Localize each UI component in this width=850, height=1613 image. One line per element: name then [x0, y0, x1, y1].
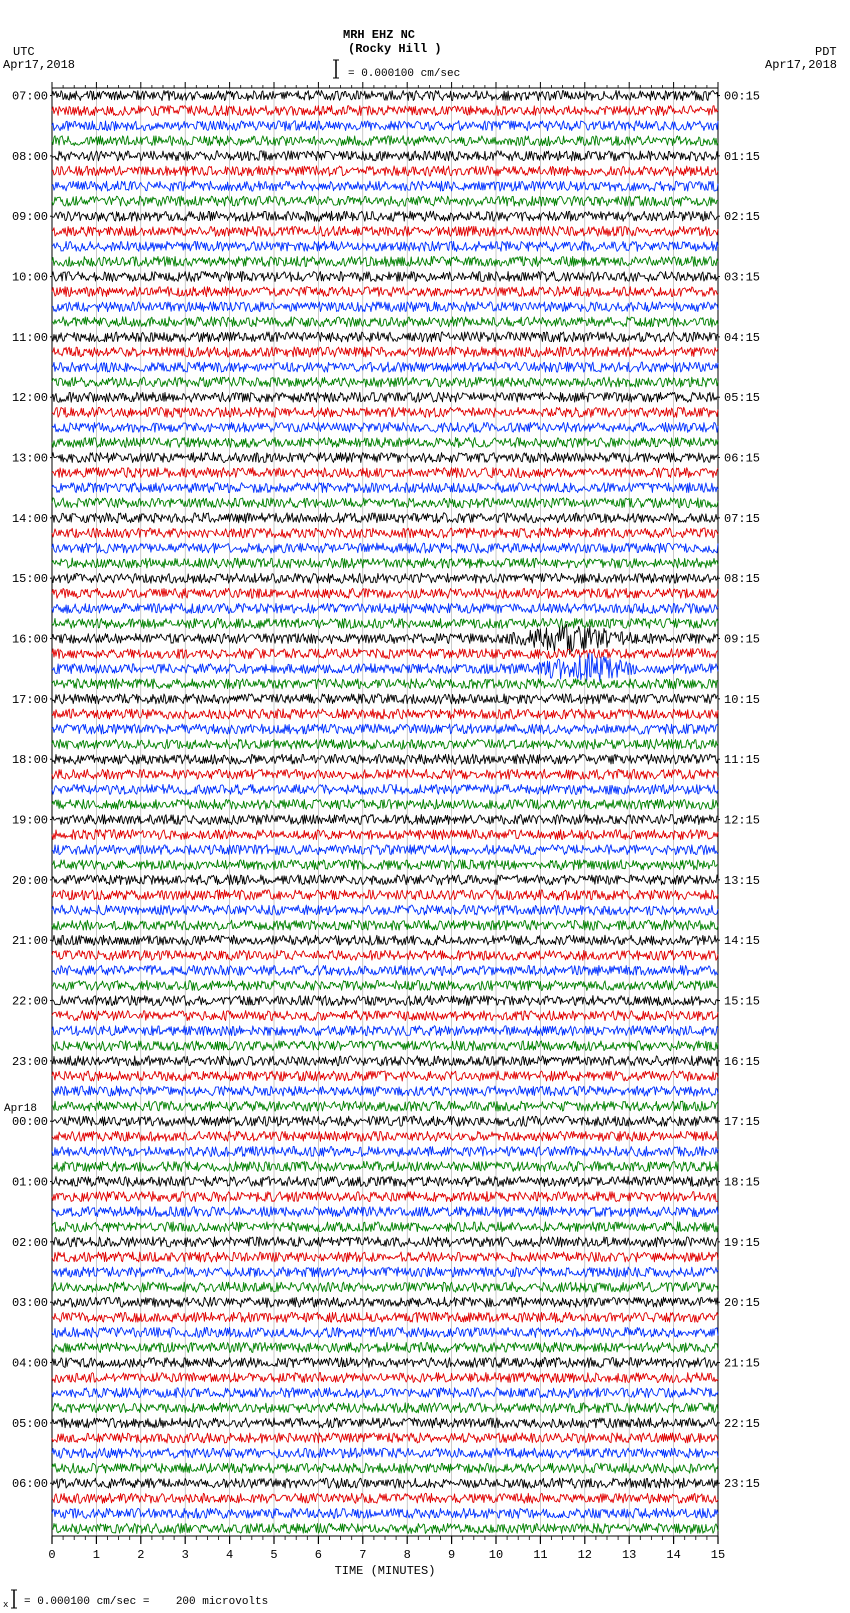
svg-text:12:15: 12:15: [724, 814, 760, 828]
svg-text:18:00: 18:00: [12, 753, 48, 767]
svg-text:18:15: 18:15: [724, 1176, 760, 1190]
svg-text:04:15: 04:15: [724, 331, 760, 345]
svg-text:10:15: 10:15: [724, 693, 760, 707]
svg-text:04:00: 04:00: [12, 1357, 48, 1371]
svg-text:11:15: 11:15: [724, 753, 760, 767]
svg-text:13:15: 13:15: [724, 874, 760, 888]
svg-text:23:00: 23:00: [12, 1055, 48, 1069]
svg-text:15:15: 15:15: [724, 995, 760, 1009]
svg-text:23:15: 23:15: [724, 1477, 760, 1491]
svg-text:2: 2: [137, 1548, 144, 1562]
svg-text:03:15: 03:15: [724, 271, 760, 285]
svg-text:16:00: 16:00: [12, 633, 48, 647]
svg-text:09:00: 09:00: [12, 210, 48, 224]
svg-text:TIME (MINUTES): TIME (MINUTES): [335, 1564, 436, 1578]
svg-text:17:15: 17:15: [724, 1115, 760, 1129]
svg-text:11:00: 11:00: [12, 331, 48, 345]
svg-text:1: 1: [93, 1548, 100, 1562]
svg-text:15: 15: [711, 1548, 725, 1562]
svg-text:14:00: 14:00: [12, 512, 48, 526]
svg-text:12: 12: [578, 1548, 592, 1562]
svg-text:5: 5: [270, 1548, 277, 1562]
seismogram-heliplot: { "header":{ "station_line1":"MRH EHZ NC…: [0, 0, 850, 1613]
svg-text:05:00: 05:00: [12, 1417, 48, 1431]
svg-text:05:15: 05:15: [724, 391, 760, 405]
heliplot-svg: 0123456789101112131415TIME (MINUTES)x07:…: [0, 0, 850, 1613]
svg-text:20:15: 20:15: [724, 1296, 760, 1310]
svg-text:08:15: 08:15: [724, 572, 760, 586]
svg-text:19:15: 19:15: [724, 1236, 760, 1250]
svg-text:21:00: 21:00: [12, 934, 48, 948]
svg-text:22:00: 22:00: [12, 995, 48, 1009]
svg-text:17:00: 17:00: [12, 693, 48, 707]
svg-text:09:15: 09:15: [724, 633, 760, 647]
svg-text:14:15: 14:15: [724, 934, 760, 948]
svg-text:07:15: 07:15: [724, 512, 760, 526]
svg-text:4: 4: [226, 1548, 233, 1562]
svg-text:16:15: 16:15: [724, 1055, 760, 1069]
svg-text:07:00: 07:00: [12, 90, 48, 104]
svg-text:9: 9: [448, 1548, 455, 1562]
svg-text:00:00: 00:00: [12, 1115, 48, 1129]
svg-text:01:15: 01:15: [724, 150, 760, 164]
svg-text:0: 0: [48, 1548, 55, 1562]
svg-text:8: 8: [404, 1548, 411, 1562]
svg-text:21:15: 21:15: [724, 1357, 760, 1371]
svg-text:01:00: 01:00: [12, 1176, 48, 1190]
svg-text:02:00: 02:00: [12, 1236, 48, 1250]
svg-text:08:00: 08:00: [12, 150, 48, 164]
svg-text:11: 11: [533, 1548, 547, 1562]
svg-text:12:00: 12:00: [12, 391, 48, 405]
svg-text:20:00: 20:00: [12, 874, 48, 888]
svg-text:Apr18: Apr18: [4, 1103, 37, 1115]
svg-text:03:00: 03:00: [12, 1296, 48, 1310]
svg-text:6: 6: [315, 1548, 322, 1562]
svg-text:15:00: 15:00: [12, 572, 48, 586]
svg-text:06:15: 06:15: [724, 452, 760, 466]
svg-text:14: 14: [666, 1548, 680, 1562]
svg-text:19:00: 19:00: [12, 814, 48, 828]
svg-text:10:00: 10:00: [12, 271, 48, 285]
svg-text:22:15: 22:15: [724, 1417, 760, 1431]
svg-text:02:15: 02:15: [724, 210, 760, 224]
svg-text:13:00: 13:00: [12, 452, 48, 466]
svg-text:00:15: 00:15: [724, 90, 760, 104]
svg-text:7: 7: [359, 1548, 366, 1562]
svg-text:06:00: 06:00: [12, 1477, 48, 1491]
svg-text:10: 10: [489, 1548, 503, 1562]
svg-text:x: x: [3, 1600, 8, 1610]
svg-text:13: 13: [622, 1548, 636, 1562]
svg-text:3: 3: [182, 1548, 189, 1562]
